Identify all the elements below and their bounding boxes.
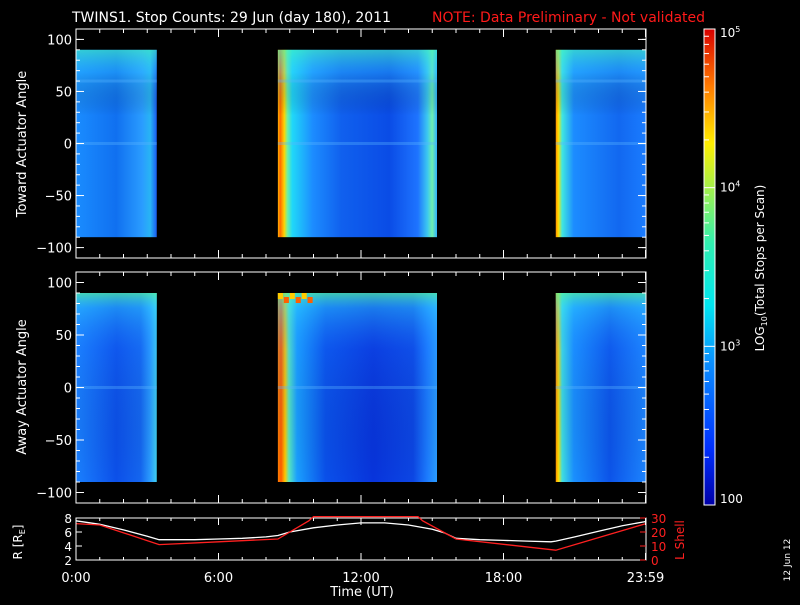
r-axis-tick-label: 4 bbox=[64, 540, 72, 554]
toward-block-top-enhancement-2 bbox=[277, 49, 437, 238]
away-heatmap-image bbox=[76, 293, 646, 482]
away-high-count-patch bbox=[295, 297, 301, 303]
time-tick-label: 23:59 bbox=[627, 571, 664, 586]
chart-title: TWINS1. Stop Counts: 29 Jun (day 180), 2… bbox=[71, 10, 391, 26]
r-axis-tick-label: 6 bbox=[64, 526, 72, 540]
away-ytick-label: 0 bbox=[64, 382, 72, 397]
colorbar-gradient bbox=[704, 29, 715, 505]
lshell-axis-tick-label: 0 bbox=[651, 554, 659, 568]
away-high-count-patch bbox=[301, 293, 307, 299]
away-y-ticks: 100 50 0 −50 −100 bbox=[36, 272, 647, 503]
colorbar: 105 104 103 100 LOG10(Total Stops per Scan) bbox=[703, 25, 769, 506]
toward-heatmap-image bbox=[76, 49, 646, 238]
time-tick-label: 6:00 bbox=[204, 571, 233, 586]
r-axis-tick-label: 2 bbox=[64, 554, 72, 568]
away-high-count-patch bbox=[289, 293, 295, 299]
toward-angle-band bbox=[76, 142, 157, 145]
away-y-axis-label: Away Actuator Angle bbox=[15, 319, 30, 454]
away-high-count-patch bbox=[283, 297, 289, 303]
colorbar-ticks: 105 104 103 100 bbox=[704, 25, 743, 506]
toward-angle-band bbox=[555, 142, 646, 145]
away-heatmap-panel: 100 50 0 −50 −100 Away Actuator Angle bbox=[15, 271, 647, 504]
toward-ytick-label: 0 bbox=[64, 138, 72, 153]
toward-angle-band bbox=[76, 79, 157, 83]
away-angle-band bbox=[76, 386, 157, 389]
date-stamp: 12 Jun 12 bbox=[783, 539, 793, 582]
away-block-top-enhancement-1 bbox=[76, 293, 157, 482]
away-angle-band bbox=[555, 386, 646, 389]
time-tick-label: 12:00 bbox=[342, 571, 379, 586]
away-ytick-label: 100 bbox=[47, 277, 72, 292]
away-block-top-enhancement-2 bbox=[277, 293, 437, 482]
toward-ytick-label: −100 bbox=[36, 242, 72, 257]
colorbar-tick-label: 104 bbox=[720, 180, 740, 195]
colorbar-tick-label: 105 bbox=[720, 25, 740, 40]
r-axis-label: R [RE] bbox=[11, 525, 27, 560]
lshell-axis-tick-label: 10 bbox=[651, 540, 666, 554]
away-high-count-patch bbox=[307, 297, 313, 303]
colorbar-label: LOG10(Total Stops per Scan) bbox=[753, 185, 769, 352]
lshell-line bbox=[75, 515, 647, 551]
toward-ytick-label: 50 bbox=[55, 85, 72, 100]
away-high-count-patch bbox=[277, 293, 283, 299]
lshell-axis-label: L Shell bbox=[673, 520, 687, 560]
time-tick-label: 18:00 bbox=[485, 571, 522, 586]
ephemeris-lines bbox=[75, 515, 647, 551]
toward-block-top-enhancement-1 bbox=[76, 49, 157, 238]
away-ytick-label: −100 bbox=[36, 487, 72, 502]
toward-block-top-enhancement-3 bbox=[555, 49, 646, 238]
lshell-axis-tick-label: 20 bbox=[651, 526, 666, 540]
toward-ytick-label: 100 bbox=[47, 33, 72, 48]
away-angle-band bbox=[277, 386, 437, 389]
toward-angle-band bbox=[277, 142, 437, 145]
toward-ytick-label: −50 bbox=[45, 190, 72, 205]
toward-y-axis-label: Toward Actuator Angle bbox=[15, 71, 30, 218]
r-axis-tick-label: 8 bbox=[64, 512, 72, 526]
toward-heatmap-panel: 100 50 0 −50 −100 Toward Actuator Angle bbox=[15, 28, 647, 259]
toward-angle-band bbox=[555, 79, 646, 83]
time-tick-label: 0:00 bbox=[61, 571, 90, 586]
preliminary-note: NOTE: Data Preliminary - Not validated bbox=[432, 10, 705, 26]
away-ytick-label: 50 bbox=[55, 329, 72, 344]
colorbar-tick-label: 100 bbox=[720, 492, 743, 506]
r-distance-line bbox=[75, 520, 647, 543]
away-ytick-label: −50 bbox=[45, 434, 72, 449]
toward-angle-band bbox=[277, 79, 437, 83]
away-block-top-enhancement-3 bbox=[555, 293, 646, 482]
lshell-axis-tick-label: 30 bbox=[651, 512, 666, 526]
toward-y-ticks: 100 50 0 −50 −100 bbox=[36, 29, 647, 258]
time-axis-label: Time (UT) bbox=[329, 585, 394, 600]
colorbar-tick-label: 103 bbox=[720, 338, 740, 353]
time-axis-ticks: 0:00 6:00 12:00 18:00 23:59 bbox=[61, 518, 664, 586]
